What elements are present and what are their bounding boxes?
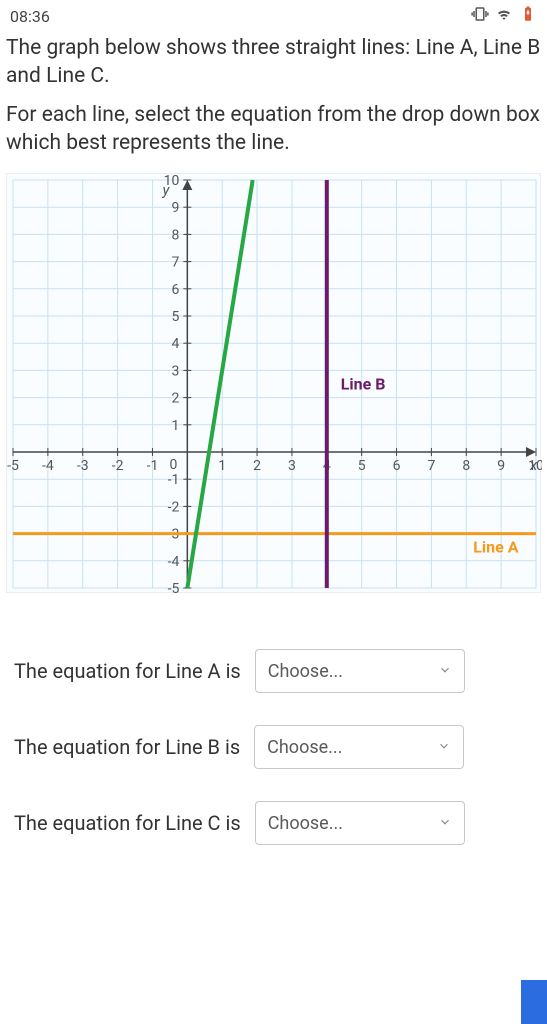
svg-text:Line B: Line B — [341, 375, 386, 394]
svg-text:1: 1 — [171, 418, 179, 434]
question-line-b: The equation for Line B is Choose... — [6, 709, 541, 785]
chevron-down-icon — [438, 661, 452, 682]
svg-text:-5: -5 — [7, 458, 19, 474]
status-icons — [471, 5, 537, 27]
wifi-icon — [495, 5, 513, 27]
chevron-down-icon — [438, 813, 452, 834]
svg-text:-4: -4 — [42, 458, 54, 474]
status-bar: 08:36 — [0, 0, 547, 32]
svg-text:3: 3 — [288, 458, 296, 474]
svg-text:8: 8 — [171, 228, 179, 244]
svg-text:3: 3 — [171, 364, 179, 380]
question-label: The equation for Line C is — [14, 811, 241, 835]
dropdown-placeholder: Choose... — [267, 737, 342, 758]
svg-text:Line A: Line A — [473, 538, 518, 557]
svg-text:4: 4 — [171, 337, 179, 353]
vibrate-icon — [471, 5, 489, 27]
instruction-text: For each line, select the equation from … — [6, 101, 541, 158]
svg-text:-5: -5 — [168, 581, 180, 594]
svg-text:-3: -3 — [77, 458, 89, 474]
svg-text:-4: -4 — [168, 554, 180, 570]
chevron-down-icon — [437, 737, 451, 758]
svg-text:0: 0 — [169, 457, 177, 473]
svg-text:x: x — [529, 456, 538, 474]
svg-text:-1: -1 — [168, 473, 180, 489]
graph: -5-4-3-2-112345678910-5-4-3-2-1123456789… — [6, 173, 541, 593]
svg-text:2: 2 — [171, 391, 179, 407]
status-time: 08:36 — [10, 7, 50, 26]
svg-text:5: 5 — [358, 458, 366, 474]
svg-text:8: 8 — [462, 458, 470, 474]
svg-text:7: 7 — [171, 255, 179, 271]
dropdown-line-c[interactable]: Choose... — [255, 801, 465, 845]
question-label: The equation for Line A is — [14, 659, 241, 683]
svg-text:-2: -2 — [168, 500, 180, 516]
question-line-a: The equation for Line A is Choose... — [6, 633, 541, 709]
svg-text:6: 6 — [171, 282, 179, 298]
svg-text:9: 9 — [497, 458, 505, 474]
intro-text: The graph below shows three straight lin… — [6, 34, 541, 91]
svg-text:7: 7 — [427, 458, 435, 474]
svg-text:-1: -1 — [147, 458, 159, 474]
svg-text:5: 5 — [171, 309, 179, 325]
question-line-c: The equation for Line C is Choose... — [6, 785, 541, 861]
svg-text:2: 2 — [253, 458, 261, 474]
dropdown-placeholder: Choose... — [268, 813, 343, 834]
dropdown-placeholder: Choose... — [268, 661, 343, 682]
question-label: The equation for Line B is — [14, 735, 240, 759]
battery-icon — [519, 5, 537, 27]
svg-text:9: 9 — [171, 201, 179, 217]
svg-text:6: 6 — [393, 458, 401, 474]
dropdown-line-a[interactable]: Choose... — [255, 649, 465, 693]
dropdown-line-b[interactable]: Choose... — [254, 725, 464, 769]
svg-text:1: 1 — [218, 458, 226, 474]
page-corner-indicator[interactable] — [521, 980, 547, 1024]
svg-text:-2: -2 — [112, 458, 124, 474]
svg-text:y: y — [161, 181, 170, 199]
